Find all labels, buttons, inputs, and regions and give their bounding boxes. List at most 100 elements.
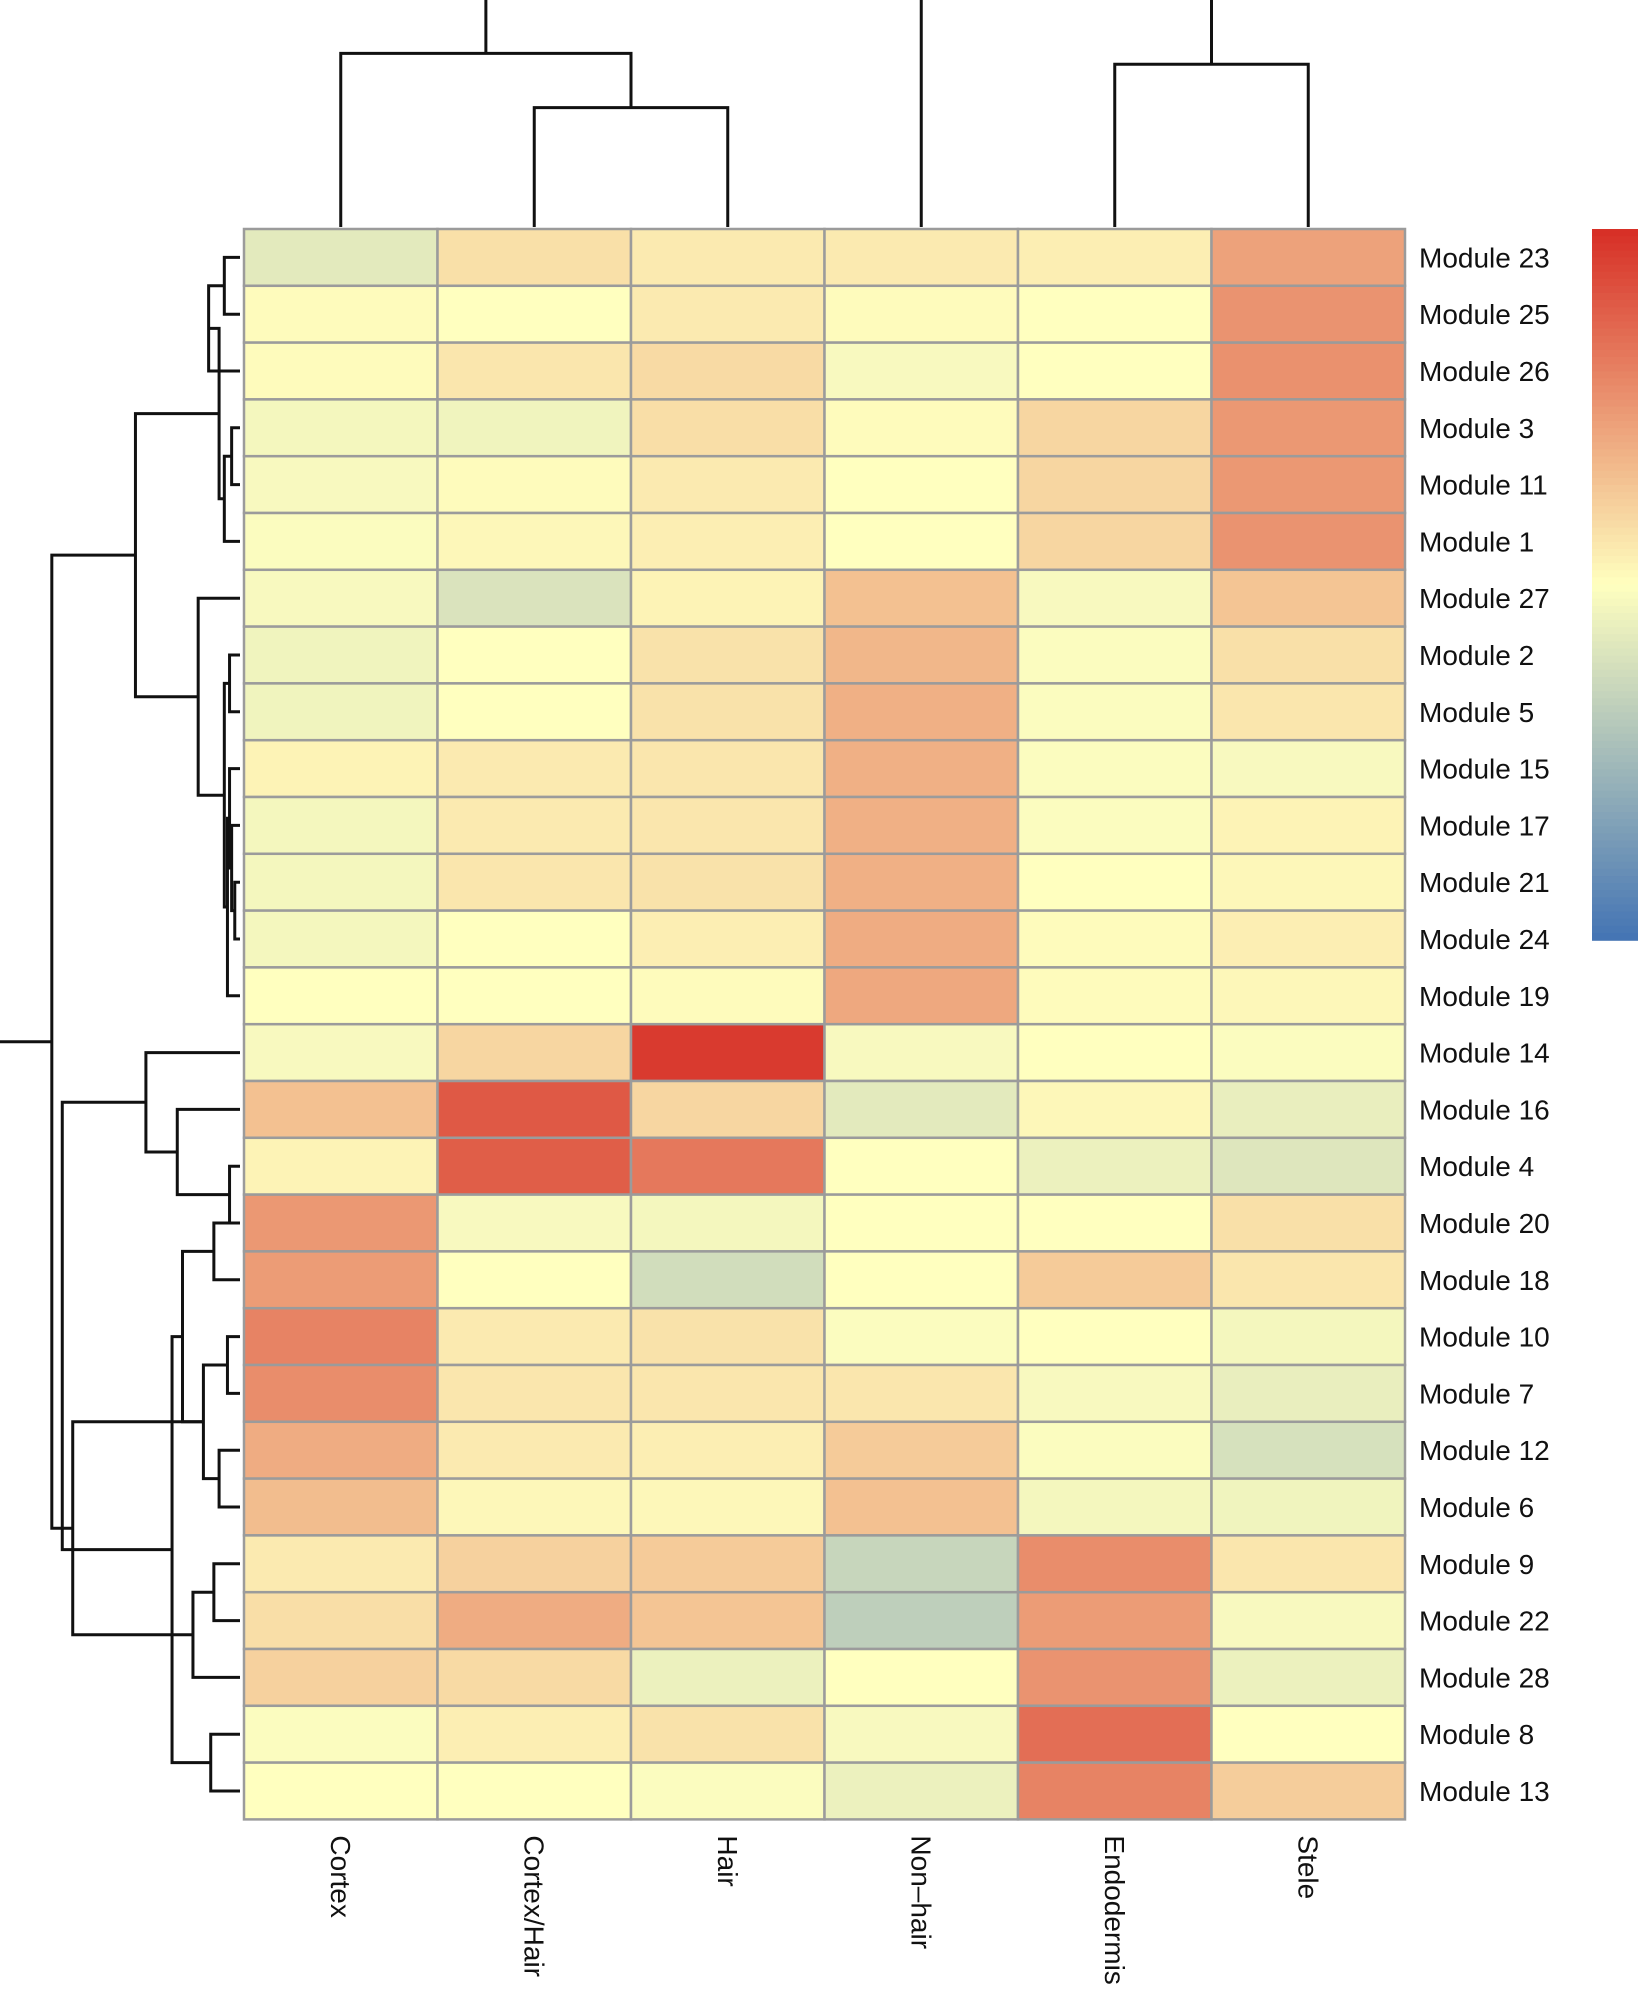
heatmap-cell [1016,795,1213,856]
heatmap-cell [1210,1704,1407,1764]
row-label: Module 2 [1419,640,1534,671]
dendrogram-branch [133,412,220,699]
heatmap-cell [242,682,439,742]
heatmap-cell [1210,909,1407,969]
row-label: Module 5 [1419,697,1534,728]
heatmap-cell [823,738,1020,799]
dendrogram-branch [71,1420,204,1637]
legend-swatch [1592,861,1638,870]
dendrogram-branch [212,1562,240,1623]
heatmap-cell [1210,284,1407,344]
heatmap-cell [1016,398,1213,458]
legend-swatch [1592,783,1638,792]
heatmap-cell [1210,852,1407,912]
heatmap-cell [242,1704,439,1764]
dendrogram-branch [339,51,633,227]
heatmap-cell [1210,1590,1407,1651]
legend-swatch [1592,356,1638,365]
row-label: Module 4 [1419,1151,1534,1182]
legend-swatch [1592,392,1638,401]
heatmap-cell [436,1306,633,1367]
heatmap-cell [823,398,1020,458]
row-label: Module 20 [1419,1208,1550,1239]
legend-swatch [1592,342,1638,351]
heatmap-cell [823,1193,1020,1253]
row-dendrogram [0,255,240,1793]
column-label: Hair [712,1835,743,1886]
legend-swatch [1592,897,1638,906]
legend-swatch [1592,840,1638,849]
legend-swatch [1592,506,1638,515]
heatmap-cell [629,1477,826,1537]
heatmap-cell [823,454,1020,515]
heatmap-cell [823,284,1020,344]
legend-swatch [1592,264,1638,273]
heatmap-cell [436,909,633,969]
legend-swatch [1592,669,1638,678]
heatmap-cell [1016,966,1213,1026]
dendrogram-branch [196,596,240,797]
legend-swatch [1592,769,1638,778]
heatmap-cell [436,682,633,742]
legend-swatch [1592,911,1638,920]
heatmap-cell [1016,1136,1213,1196]
heatmap-cell [242,227,439,288]
heatmap-cell [242,1477,439,1537]
legend-swatch [1592,719,1638,728]
heatmap-cell [823,966,1020,1026]
legend-swatch [1592,328,1638,337]
row-label: Module 16 [1419,1094,1550,1125]
row-label: Module 28 [1419,1662,1550,1693]
legend-swatch [1592,307,1638,316]
heatmap-cell [242,1306,439,1367]
heatmap-cell [242,511,439,572]
row-label: Module 26 [1419,356,1550,387]
dendrogram-branch [230,426,240,487]
heatmap-cell [823,1477,1020,1537]
heatmap-cell [1016,1193,1213,1253]
legend-swatch [1592,812,1638,820]
row-label: Module 6 [1419,1492,1534,1523]
heatmap-cell [436,1647,633,1708]
heatmap-cell [436,1079,633,1140]
legend-swatch [1592,591,1638,600]
heatmap-cell [242,1647,439,1708]
legend-swatch [1592,627,1638,636]
heatmap-cell [242,1250,439,1310]
legend-swatch [1592,470,1638,479]
heatmap-cell [1210,625,1407,685]
legend-swatch [1592,797,1638,806]
heatmap-cell [629,1022,826,1083]
heatmap-cell [823,1306,1020,1367]
legend-swatch [1592,577,1638,586]
heatmap-cell [1016,454,1213,515]
row-label: Module 18 [1419,1265,1550,1296]
heatmap-cell [242,909,439,969]
legend-swatch [1592,868,1638,877]
heatmap-cell [436,454,633,515]
heatmap-cell [436,1022,633,1083]
row-label: Module 14 [1419,1038,1550,1069]
heatmap-cell [436,966,633,1026]
heatmap-cell [242,625,439,685]
heatmap-cell [823,1363,1020,1424]
heatmap-cell [629,398,826,458]
dendrogram-branch [60,1100,173,1552]
row-label: Module 8 [1419,1719,1534,1750]
heatmap-cell [629,1136,826,1196]
heatmap-cell [436,1477,633,1537]
legend-swatch [1592,904,1638,913]
dendrogram-branch [50,553,136,1530]
heatmap-cell [1016,1704,1213,1764]
heatmap-cell [1016,1363,1213,1424]
heatmap-cell [1016,1590,1213,1651]
row-label: Module 21 [1419,867,1550,898]
heatmap-cell [629,1079,826,1140]
legend-swatch [1592,648,1638,657]
heatmap-cell [242,284,439,344]
heatmap-cell [823,341,1020,401]
heatmap-cell [1210,227,1407,288]
dendrogram-branch [228,1164,240,1225]
dendrogram-branch [222,255,240,316]
